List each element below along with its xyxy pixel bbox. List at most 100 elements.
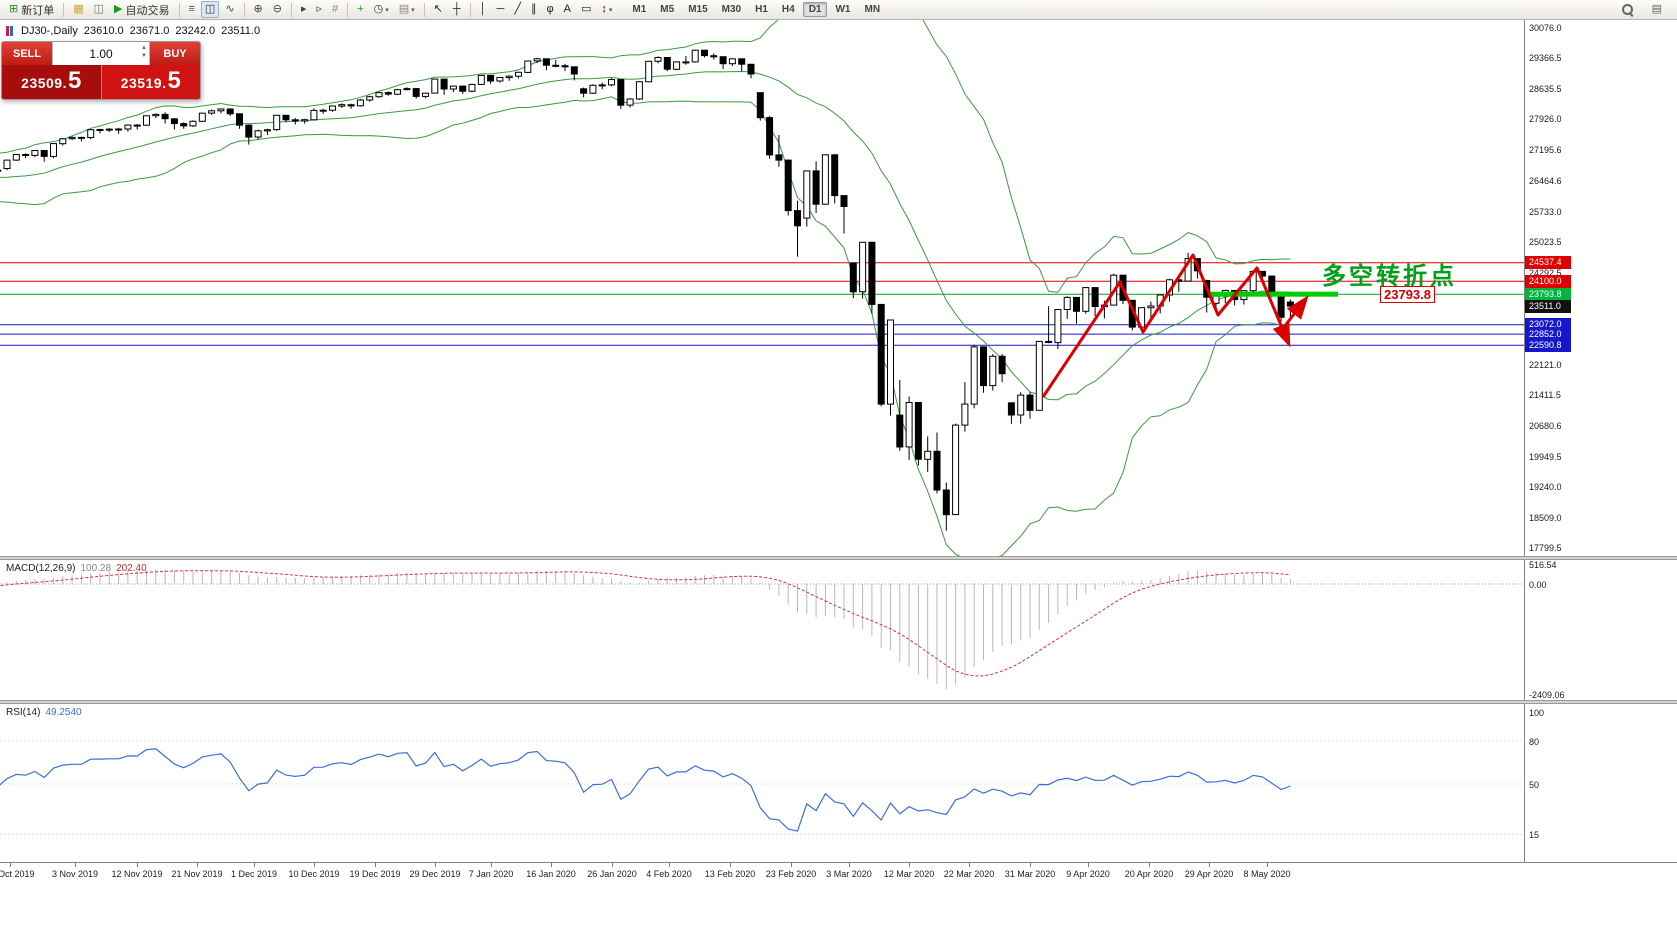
timeframe-h4-button[interactable]: H4 [781, 4, 795, 15]
auto-scroll-icon: ▸ [300, 3, 307, 15]
time-axis-label: 20 Apr 2020 [1124, 869, 1174, 879]
text-icon: A [563, 3, 571, 15]
line-chart-button[interactable]: ∿ [221, 1, 238, 18]
cursor-button[interactable]: ↖ [430, 1, 447, 18]
fibonacci-button[interactable]: φ [542, 1, 557, 18]
time-axis-tick [730, 863, 731, 867]
toolbar-separator [63, 2, 65, 17]
timeframe-m30-button[interactable]: M30 [721, 4, 742, 15]
arrows-dropdown-icon[interactable]: ▾ [608, 6, 613, 14]
macd-name: MACD(12,26,9) [6, 563, 76, 574]
price-axis-label: 19949.5 [1529, 452, 1562, 463]
autotrade-button[interactable]: ▶ 自动交易 [110, 1, 173, 18]
time-axis-tick [849, 863, 850, 867]
equidistant-channel-button[interactable]: ∥ [527, 1, 541, 18]
toolbar-separator [347, 2, 349, 17]
crosshair-icon: ┼ [452, 3, 461, 15]
timeframe-m5-button[interactable]: M5 [660, 4, 675, 15]
macd-plot-area[interactable] [0, 560, 1524, 700]
price-tag-blue: 22852.0 [1525, 327, 1571, 341]
horizontal-line-button[interactable]: ─ [493, 1, 509, 18]
time-axis-label: 3 Mar 2020 [826, 869, 872, 879]
new-order-icon: ⊞ [9, 3, 19, 15]
price-axis-label: 27195.6 [1529, 145, 1562, 156]
equidistant-channel-icon: ∥ [530, 3, 537, 15]
volume-field[interactable]: 1.00 ▲ ▼ [52, 42, 150, 65]
timeframe-toolbar: M1 M5 M15 M30 H1 H4 D1 W1 MN [625, 0, 887, 19]
text-label-button[interactable]: ▭ [577, 1, 595, 18]
price-axis-label: 22121.0 [1529, 360, 1562, 371]
time-axis[interactable]: 25 Oct 2019 3 Nov 2019 12 Nov 2019 21 Nov 2… [0, 862, 1677, 884]
time-axis-tick [551, 863, 552, 867]
price-axis-label: 24292.5 [1529, 268, 1562, 279]
timeframe-m15-button[interactable]: M15 [688, 4, 708, 15]
new-order-button[interactable]: ⊞ 新订单 [5, 1, 58, 18]
time-axis-label: 19 Dec 2019 [349, 869, 401, 879]
bar-chart-icon: ≡ [188, 3, 195, 15]
zoom-out-button[interactable]: ⊖ [269, 1, 286, 18]
sell-price[interactable]: 23509. 5 [2, 65, 101, 99]
data-window-button[interactable]: ▤ [1648, 1, 1666, 18]
periods-button[interactable]: ◷ ▾ [370, 1, 393, 18]
rsi-axis-label: 100 [1529, 708, 1545, 718]
timeframe-m1-button[interactable]: M1 [632, 4, 647, 15]
panel-splitter[interactable] [0, 556, 1677, 560]
panel-splitter[interactable] [0, 700, 1677, 704]
trendline-button[interactable]: ╱ [510, 1, 525, 18]
timeframe-mn-button[interactable]: MN [864, 4, 881, 15]
macd-label: MACD(12,26,9) 100.28 202.40 [6, 563, 147, 574]
price-axis-label: 30076.0 [1529, 23, 1562, 33]
vertical-line-button[interactable]: │ [476, 1, 491, 18]
time-axis-tick [1209, 863, 1210, 867]
rsi-axis[interactable]: 100 80 50 15 [1524, 704, 1677, 862]
time-axis-label: 23 Feb 2020 [765, 869, 817, 879]
templates-dropdown-icon[interactable]: ▾ [411, 6, 415, 14]
volume-up-icon[interactable]: ▲ [141, 45, 147, 51]
timeframe-h1-button[interactable]: H1 [755, 4, 768, 15]
price-axis[interactable]: 30076.0 29366.5 28635.5 27926.0 27195.6 26464… [1524, 20, 1677, 556]
time-axis-label: 9 Apr 2020 [1066, 869, 1110, 879]
timeframe-d1-button[interactable]: D1 [802, 2, 828, 17]
bar-chart-button[interactable]: ≡ [185, 1, 199, 18]
timeframe-w1-button[interactable]: W1 [835, 4, 851, 15]
buy-button[interactable]: BUY [150, 42, 200, 65]
time-axis-tick [1030, 863, 1031, 867]
buy-price[interactable]: 23519. 5 [100, 65, 200, 99]
templates-button[interactable]: ▤ ▾ [395, 1, 419, 18]
search-button[interactable] [1617, 1, 1638, 18]
bottom-margin [0, 884, 1677, 945]
search-icon [1621, 3, 1634, 16]
periods-dropdown-icon[interactable]: ▾ [385, 6, 389, 14]
price-tag-black: 23511.0 [1525, 299, 1571, 313]
price-tag-blue: 22590.8 [1525, 338, 1571, 352]
crosshair-button[interactable]: ┼ [449, 1, 465, 18]
auto-scroll-button[interactable]: ▸ [297, 1, 311, 18]
price-axis-label: 18509.0 [1529, 513, 1562, 524]
charts-button[interactable]: ▦ [69, 1, 87, 18]
time-axis-tick [75, 863, 76, 867]
data-window-icon: ▤ [1651, 3, 1662, 15]
trendline-icon: ╱ [514, 3, 521, 15]
toolbar-groups: ⊞ 新订单 ▦ ◫ ▶ 自动交易 ≡ ◫ ∿ ⊕ ⊖ ▸ ▹ # + ◷ ▾ ▤ ▾ ↖ ┼ │ ─ ╱ ∥ φ A ▭ ↕ ▾ [4, 0, 617, 19]
candlestick-chart-button[interactable]: ◫ [200, 1, 220, 18]
autotrade-icon: ▶ [114, 3, 123, 15]
zoom-in-button[interactable]: ⊕ [250, 1, 267, 18]
buy-price-big: 5 [167, 67, 181, 94]
volume-stepper[interactable]: ▲ ▼ [141, 44, 147, 61]
rsi-plot-area[interactable] [0, 704, 1524, 862]
text-button[interactable]: A [560, 1, 575, 18]
profile-button[interactable]: ◫ [90, 1, 108, 18]
arrows-button[interactable]: ↕ ▾ [597, 1, 616, 18]
chart-shift-button[interactable]: ▹ [313, 1, 327, 18]
toolbar-separator [423, 2, 425, 17]
time-axis-tick [137, 863, 138, 867]
volume-down-icon[interactable]: ▼ [141, 53, 147, 60]
indicators-button[interactable]: + [353, 1, 367, 18]
grid-button[interactable]: # [328, 1, 342, 18]
sell-button[interactable]: SELL [2, 42, 52, 65]
indicators-icon: + [357, 3, 364, 15]
time-axis-label: 13 Feb 2020 [704, 869, 756, 879]
chart-plot-area[interactable] [0, 20, 1524, 556]
macd-axis[interactable]: 516.54 0.00 -2409.06 [1524, 560, 1677, 700]
time-axis-tick [254, 863, 255, 867]
